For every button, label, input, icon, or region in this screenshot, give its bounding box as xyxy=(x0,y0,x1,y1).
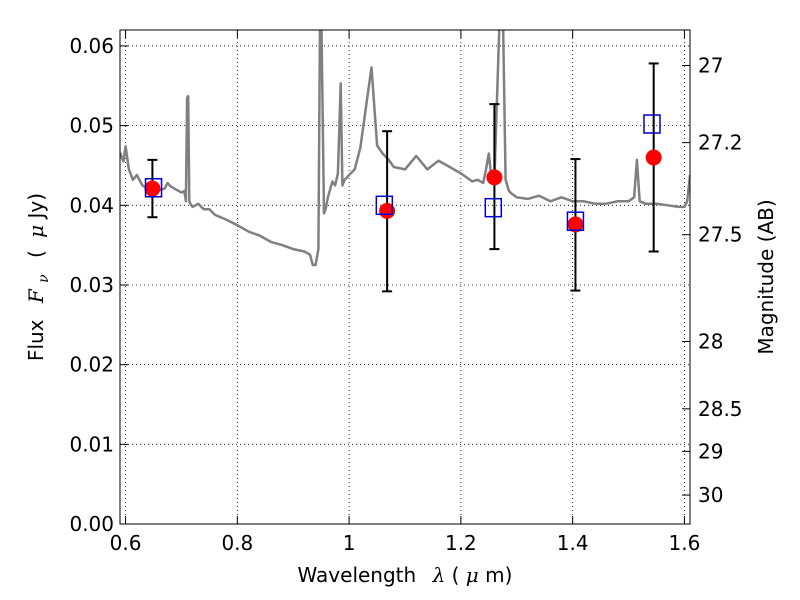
y-tick-label: 0.06 xyxy=(69,34,114,58)
y-tick-label: 0.05 xyxy=(69,114,114,138)
plot-content xyxy=(120,30,690,293)
model-point xyxy=(566,211,585,231)
x-label-symbol: λ xyxy=(432,563,446,587)
y2-tick-label: 30 xyxy=(698,483,723,507)
y-tick-label: 0.03 xyxy=(69,273,114,297)
y-axis-label: Flux F ν ( μ Jy) xyxy=(24,193,53,361)
x-tick-label: 1.2 xyxy=(445,531,477,555)
x-tick-label: 0.8 xyxy=(221,531,253,555)
model-point xyxy=(375,195,394,216)
y-tick-label: 0.00 xyxy=(69,512,114,536)
y2-axis-label: Magnitude (AB) xyxy=(754,199,778,354)
model-point xyxy=(484,197,503,218)
y2-tick-label: 29 xyxy=(698,439,723,463)
y2-tick-label: 28 xyxy=(698,329,723,353)
x-tick-label: 1.4 xyxy=(557,531,589,555)
y2-tick-label: 27.2 xyxy=(698,131,743,155)
y-label-subscript: ν xyxy=(36,274,52,283)
y-tick-label: 0.02 xyxy=(69,353,114,377)
y2-tick-label: 28.5 xyxy=(698,397,743,421)
marker-layer xyxy=(144,114,662,233)
observed-point xyxy=(645,149,662,166)
x-label-mu: μ xyxy=(466,563,479,587)
model-point xyxy=(643,114,661,134)
y2-tick-label: 27.5 xyxy=(698,223,743,247)
x-tick-label: 1.6 xyxy=(669,531,701,555)
y-label-prefix: Flux xyxy=(24,319,48,361)
x-axis-label: Wavelength λ ( μ m) xyxy=(298,563,513,587)
y-label-open: ( xyxy=(24,250,48,258)
y2-tick-label: 27 xyxy=(698,54,723,78)
plot-area xyxy=(120,30,690,524)
plot-frame xyxy=(119,29,691,525)
y-tick-label: 0.01 xyxy=(69,432,114,456)
x-axis: 0.6 0.8 1 1.2 1.4 1.6 xyxy=(110,30,701,555)
x-tick-label: 1 xyxy=(343,531,356,555)
x-label-open: ( xyxy=(452,563,460,587)
observed-point xyxy=(486,169,503,186)
x-label-close: m) xyxy=(485,563,512,587)
y2-axis: 27 27.2 27.5 28 28.5 29 30 xyxy=(682,54,743,507)
y-tick-label: 0.04 xyxy=(69,193,114,217)
y-label-mu: μ xyxy=(24,225,48,238)
x-label-prefix: Wavelength xyxy=(298,563,417,587)
x-tick-label: 0.6 xyxy=(110,531,142,555)
model-point xyxy=(144,178,163,198)
observed-point xyxy=(567,216,584,233)
spectrum-layer xyxy=(120,30,690,267)
observed-point xyxy=(144,180,161,197)
y-label-symbol: F xyxy=(24,288,48,304)
y-axis: 0.00 0.01 0.02 0.03 0.04 0.05 0.06 xyxy=(69,34,128,536)
spectrum-line xyxy=(120,30,690,267)
y-label-close: Jy) xyxy=(24,193,48,221)
